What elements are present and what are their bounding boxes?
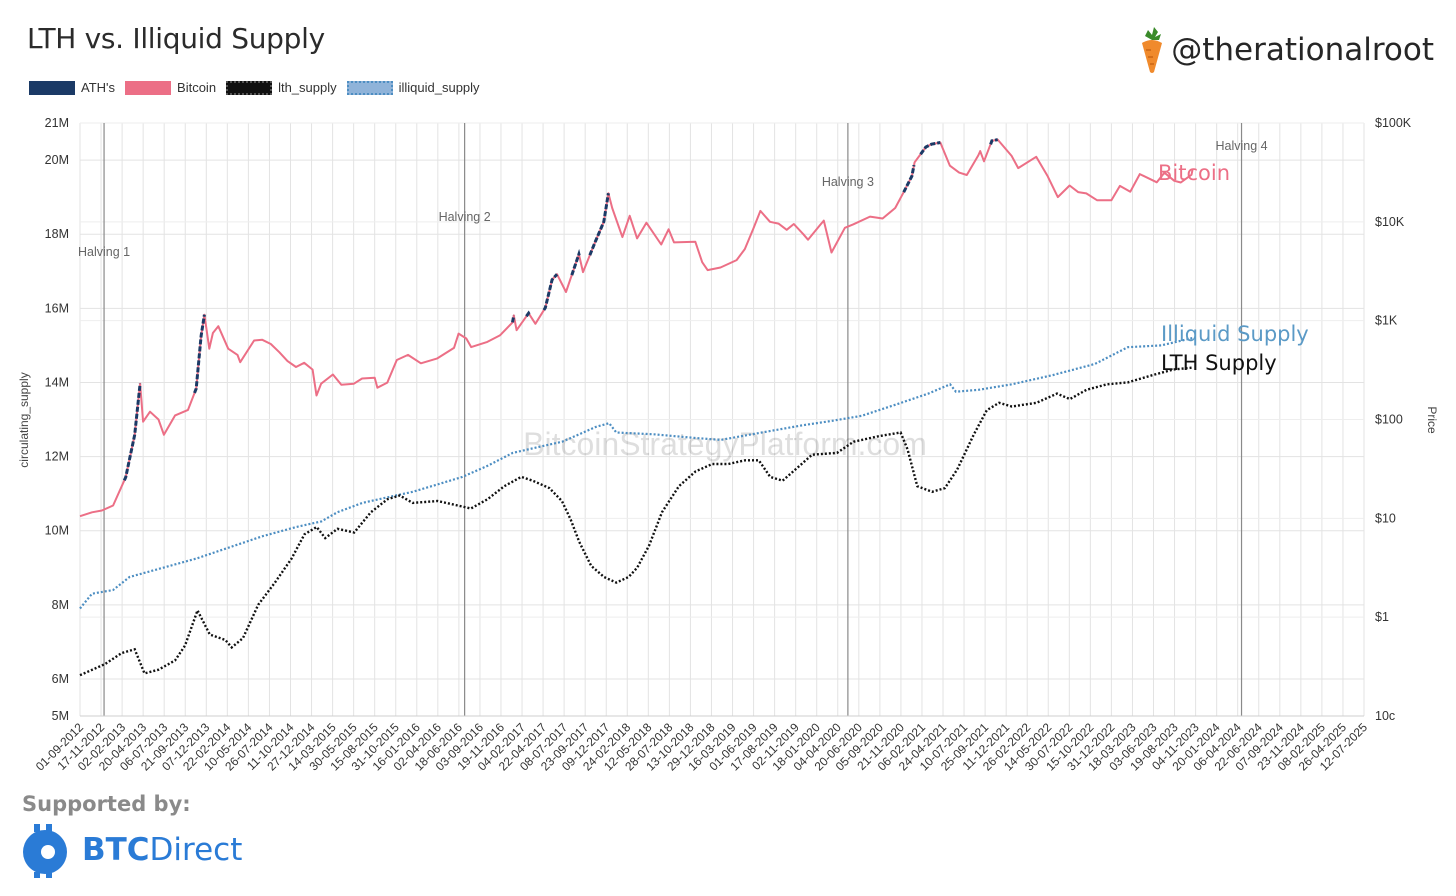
y-left-tick-label: 16M — [45, 301, 69, 315]
supported-by-label: Supported by: — [22, 792, 191, 816]
legend: ATH's Bitcoin lth_supply illiquid_supply — [29, 80, 490, 95]
legend-swatch-lth-supply — [226, 80, 273, 95]
inline-label-illiquid-supply: Illiquid Supply — [1161, 322, 1309, 346]
halving-label: Halving 2 — [439, 210, 491, 224]
y-left-tick-label: 20M — [45, 153, 69, 167]
series-lth-supply — [79, 366, 1193, 677]
series-ath-segment — [511, 315, 516, 323]
inline-label-lth-supply: LTH Supply — [1161, 351, 1277, 375]
series-layer — [79, 138, 1194, 677]
legend-item-lth-supply[interactable]: lth_supply — [226, 80, 337, 95]
legend-label-bitcoin: Bitcoin — [177, 80, 217, 95]
legend-item-illiquid-supply[interactable]: illiquid_supply — [346, 80, 480, 95]
grid — [79, 122, 1365, 717]
y-right-tick-label: $100K — [1375, 116, 1412, 130]
series-ath-segment — [588, 192, 610, 256]
series-bitcoin — [79, 138, 1194, 518]
handle-text: @therationalroot — [1171, 32, 1434, 68]
series-ath-segment — [525, 310, 531, 318]
y-right-tick-label: 10c — [1375, 709, 1395, 723]
sponsor-name: BTCDirect — [82, 832, 243, 868]
halving-label: Halving 3 — [822, 175, 874, 189]
legend-swatch-illiquid-supply — [346, 80, 393, 95]
y-right-axis-title: Price — [1425, 406, 1439, 434]
y-right-tick-label: $100 — [1375, 413, 1403, 427]
series-ath-segment — [989, 138, 999, 145]
series-ath-segment — [919, 141, 941, 156]
carrot-icon — [1142, 27, 1163, 73]
halving-lines: Halving 1 Halving 2 Halving 3 Halving 4 — [78, 123, 1268, 716]
series-illiquid-supply — [79, 336, 1193, 610]
legend-label-illiquid-supply: illiquid_supply — [398, 80, 480, 95]
legend-swatch-bitcoin — [125, 80, 172, 95]
legend-label-lth-supply: lth_supply — [278, 80, 337, 95]
btcdirect-logo-icon — [23, 824, 67, 878]
legend-swatch-ath — [29, 80, 75, 95]
halving-label: Halving 4 — [1215, 139, 1267, 153]
y-right-tick-label: $1K — [1375, 314, 1398, 328]
y-left-tick-label: 14M — [45, 375, 69, 389]
series-ath-segment — [193, 314, 206, 394]
halving-label: Halving 1 — [78, 245, 130, 259]
legend-item-ath[interactable]: ATH's — [29, 80, 115, 95]
series-ath-segment — [570, 248, 581, 276]
legend-label-ath: ATH's — [81, 80, 116, 95]
author-handle: @therationalroot — [1139, 26, 1434, 74]
y-left-tick-label: 10M — [45, 524, 69, 538]
sponsor-logo[interactable]: BTCDirect — [20, 822, 242, 878]
y-left-tick-label: 18M — [45, 227, 69, 241]
series-ath-segment — [542, 273, 559, 311]
y-right-tick-label: $10 — [1375, 511, 1396, 525]
y-left-tick-label: 21M — [45, 116, 69, 130]
y-right-tick-label: $1 — [1375, 610, 1389, 624]
chart-title: LTH vs. Illiquid Supply — [27, 22, 325, 55]
series-ath-segment — [902, 164, 916, 193]
inline-label-bitcoin: Bitcoin — [1158, 161, 1230, 185]
y-left-axis-title: circulating_supply — [17, 372, 31, 467]
y-left-tick-label: 12M — [45, 450, 69, 464]
y-right-tick-label: $10K — [1375, 215, 1405, 229]
y-left-tick-label: 5M — [52, 709, 69, 723]
watermark: BitcoinStrategyPlatform.com — [523, 426, 927, 462]
y-left-tick-label: 8M — [52, 598, 69, 612]
series-ath-segment — [122, 383, 142, 482]
legend-item-bitcoin[interactable]: Bitcoin — [125, 80, 216, 95]
y-left-tick-label: 6M — [52, 672, 69, 686]
